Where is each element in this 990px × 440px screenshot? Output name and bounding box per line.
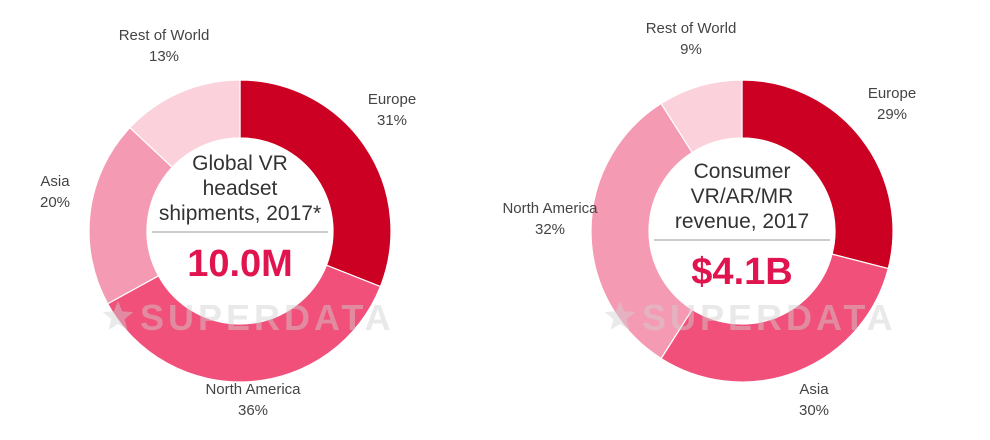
center-value: 10.0M xyxy=(187,243,293,285)
watermark-star-icon xyxy=(102,301,134,330)
slice-asia xyxy=(660,253,889,383)
center-title-line-3: shipments, 2017* xyxy=(159,202,321,225)
slice-north-america xyxy=(590,102,693,360)
donut-chart-1: Europe 31% North America 36% Asia 20% Rest of … xyxy=(40,27,416,419)
slice-value-europe: 31% xyxy=(377,112,407,129)
slice-value-europe: 29% xyxy=(877,106,907,123)
slice-rest-of-world xyxy=(129,79,241,169)
center-title-line-2: VR/AR/MR xyxy=(691,185,794,208)
slice-value-rest-of-world: 9% xyxy=(680,41,702,58)
center-title-line-3: revenue, 2017 xyxy=(675,210,809,233)
center-title-line-2: headset xyxy=(203,177,278,200)
slice-europe xyxy=(741,79,894,270)
slice-label-rest-of-world: Rest of World xyxy=(119,27,210,44)
slice-label-north-america: North America xyxy=(205,381,301,398)
slice-rest-of-world xyxy=(660,79,743,154)
watermark-text: SUPERDATA xyxy=(140,297,395,338)
center-value: $4.1B xyxy=(691,251,792,293)
slice-value-north-america: 36% xyxy=(238,402,268,419)
slice-label-asia: Asia xyxy=(799,381,829,398)
slice-value-north-america: 32% xyxy=(535,221,565,238)
slice-north-america xyxy=(106,264,382,383)
slice-value-asia: 20% xyxy=(40,194,70,211)
watermark-star-icon xyxy=(604,301,636,330)
donut-chart-2: Europe 29% Asia 30% North America 32% Rest of … xyxy=(502,20,916,419)
watermark: SUPERDATA xyxy=(102,297,395,338)
center-title-line-1: Consumer xyxy=(694,160,791,183)
slice-value-rest-of-world: 13% xyxy=(149,48,179,65)
slice-label-north-america: North America xyxy=(502,200,598,217)
slice-label-rest-of-world: Rest of World xyxy=(646,20,737,37)
slice-value-asia: 30% xyxy=(799,402,829,419)
slice-europe xyxy=(239,79,392,288)
watermark-text: SUPERDATA xyxy=(642,297,897,338)
slice-label-europe: Europe xyxy=(368,91,416,108)
slice-label-asia: Asia xyxy=(40,173,70,190)
slice-label-europe: Europe xyxy=(868,85,916,102)
center-title-line-1: Global VR xyxy=(192,152,288,175)
watermark: SUPERDATA xyxy=(604,297,897,338)
